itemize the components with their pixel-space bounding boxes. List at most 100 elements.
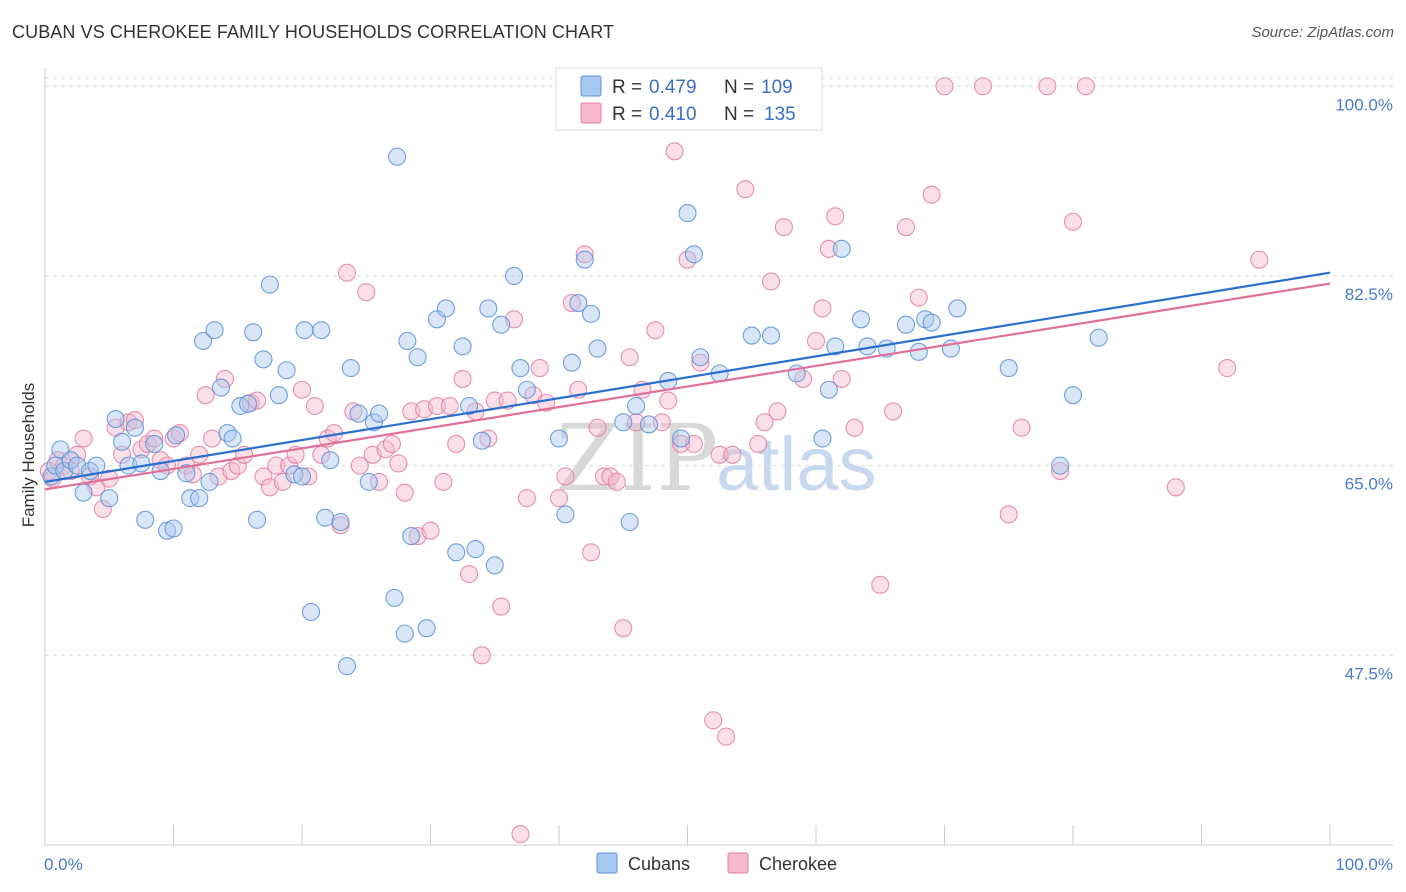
cubans-point bbox=[312, 321, 331, 340]
cherokee-point bbox=[74, 429, 93, 448]
cherokee-point bbox=[672, 434, 691, 454]
cherokee-point bbox=[774, 218, 793, 237]
cubans-point bbox=[238, 394, 258, 413]
cherokee-point bbox=[582, 543, 601, 562]
cubans-point bbox=[132, 454, 151, 473]
source-note: Source: ZipAtlas.com bbox=[1251, 24, 1394, 41]
cubans-point bbox=[113, 432, 132, 451]
cherokee-point bbox=[305, 396, 324, 416]
cherokee-point bbox=[935, 77, 954, 96]
cherokee-point bbox=[607, 472, 626, 491]
cherokee-point bbox=[909, 288, 928, 307]
cubans-point bbox=[316, 508, 335, 527]
cubans-point bbox=[349, 404, 368, 423]
cherokee-point bbox=[826, 207, 845, 226]
cherokee-point bbox=[620, 348, 639, 367]
cherokee-point bbox=[704, 711, 723, 730]
cherokee-point bbox=[562, 293, 581, 313]
cubans-point bbox=[331, 512, 350, 532]
cubans-point bbox=[922, 313, 941, 332]
cubans-point bbox=[672, 429, 691, 448]
watermark-zip: ZIP bbox=[556, 405, 718, 512]
cubans-point bbox=[177, 464, 196, 483]
cubans-point bbox=[417, 619, 436, 638]
cubans-point bbox=[125, 418, 144, 437]
cherokee-point bbox=[691, 353, 710, 372]
cubans-point bbox=[247, 510, 267, 529]
cherokee-point bbox=[215, 369, 234, 388]
legend-r-label-cherokee: R = bbox=[612, 104, 642, 125]
legend-r-value-cubans: 0.479 bbox=[649, 77, 697, 98]
cubans-point bbox=[295, 321, 314, 340]
cherokee-point bbox=[440, 396, 459, 416]
cherokee-point bbox=[761, 272, 781, 291]
cubans-point bbox=[453, 337, 472, 356]
cubans-point bbox=[627, 396, 646, 416]
legend-n-label-cubans: N = bbox=[724, 77, 754, 98]
legend-r-label-cubans: R = bbox=[612, 77, 642, 98]
cubans-point bbox=[813, 429, 832, 448]
cubans-point bbox=[678, 204, 697, 223]
cherokee-trendline bbox=[44, 282, 1331, 491]
x-tick-label-max: 100.0% bbox=[1335, 855, 1393, 874]
cubans-point bbox=[205, 321, 224, 340]
cherokee-point bbox=[337, 263, 357, 282]
cubans-point bbox=[819, 380, 838, 399]
cherokee-point bbox=[421, 521, 440, 540]
cherokee-point bbox=[350, 456, 369, 475]
axes bbox=[44, 68, 1393, 846]
cubans-point bbox=[639, 415, 659, 434]
cubans-point bbox=[575, 250, 594, 269]
cherokee-point bbox=[549, 489, 569, 508]
cherokee-point bbox=[588, 418, 607, 437]
cherokee-point bbox=[659, 391, 678, 410]
cubans-point bbox=[385, 588, 404, 607]
cherokee-point bbox=[427, 396, 446, 416]
legend-n-value-cubans: 109 bbox=[761, 77, 793, 98]
cubans-point bbox=[447, 543, 466, 562]
series-legend: Cubans Cherokee bbox=[596, 852, 837, 874]
cherokee-point bbox=[113, 445, 132, 464]
cherokee-point bbox=[1166, 478, 1185, 497]
cubans-point bbox=[269, 386, 288, 405]
cubans-point bbox=[244, 323, 263, 342]
cherokee-point bbox=[125, 411, 144, 430]
cherokee-point bbox=[723, 445, 742, 464]
cubans-point bbox=[164, 519, 183, 538]
cubans-point bbox=[684, 245, 703, 264]
cubans-point bbox=[832, 239, 851, 258]
cubans-point bbox=[341, 359, 360, 378]
cherokee-point bbox=[768, 402, 787, 421]
cubans-point bbox=[466, 540, 485, 559]
cherokee-point bbox=[1218, 359, 1237, 378]
cubans-point bbox=[436, 299, 455, 318]
cherokee-point bbox=[447, 434, 466, 454]
cubans-point bbox=[211, 378, 231, 397]
cherokee-point bbox=[472, 646, 491, 665]
cubans-point bbox=[292, 467, 312, 486]
cubans-point bbox=[588, 339, 607, 358]
legend-n-label-cherokee: N = bbox=[724, 104, 754, 125]
cubans-point bbox=[100, 489, 119, 508]
legend-swatch-cherokee bbox=[580, 102, 602, 124]
cubans-point bbox=[194, 331, 213, 351]
cubans-point bbox=[569, 293, 588, 313]
cubans-point bbox=[742, 326, 761, 345]
cherokee-point bbox=[280, 456, 299, 475]
cherokee-point bbox=[395, 483, 414, 502]
cubans-point bbox=[301, 602, 321, 622]
legend-r-value-cherokee: 0.410 bbox=[649, 104, 697, 125]
cherokee-point bbox=[1051, 461, 1070, 481]
cubans-point bbox=[896, 315, 916, 334]
cherokee-point bbox=[93, 499, 112, 519]
cherokee-point bbox=[492, 597, 511, 616]
cubans-point bbox=[408, 348, 427, 367]
stats-legend: R = 0.479 N = 109 R = 0.410 N = 135 bbox=[555, 67, 823, 131]
cherokee-point bbox=[370, 472, 389, 491]
cubans-point bbox=[909, 342, 928, 361]
cherokee-point bbox=[267, 456, 286, 475]
cherokee-point bbox=[357, 283, 376, 302]
cubans-point bbox=[614, 413, 633, 432]
cubans-point bbox=[254, 350, 273, 369]
cubans-point bbox=[370, 404, 389, 423]
